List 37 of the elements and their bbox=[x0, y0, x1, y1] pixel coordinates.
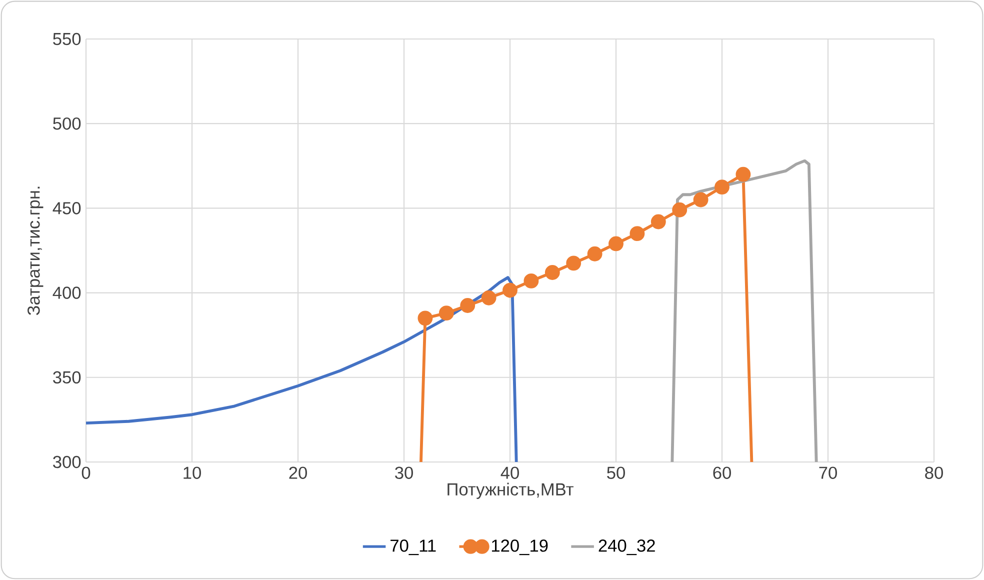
x-tick-label: 20 bbox=[289, 466, 307, 479]
point bbox=[544, 265, 560, 280]
x-tick-label: 80 bbox=[925, 466, 943, 479]
point bbox=[566, 256, 582, 271]
y-tick-label: 550 bbox=[53, 32, 81, 46]
legend-label: 70_11 bbox=[390, 540, 436, 556]
x-tick-label: 70 bbox=[819, 466, 837, 479]
y-tick-label: 300 bbox=[53, 456, 81, 468]
x-tick-label: 30 bbox=[395, 466, 413, 479]
y-tick-label: 400 bbox=[52, 286, 81, 299]
legend-label: 120_19 bbox=[492, 540, 548, 556]
x-tick-label: 40 bbox=[500, 466, 519, 479]
point bbox=[630, 226, 645, 242]
point bbox=[418, 310, 433, 326]
point bbox=[736, 166, 751, 182]
y-axis-title: Затрати,тис.грн. bbox=[28, 186, 44, 316]
point bbox=[502, 282, 518, 298]
y-tick-label: 500 bbox=[53, 117, 81, 130]
y-tick-label: 450 bbox=[52, 202, 81, 214]
x-tick-label: 50 bbox=[607, 466, 625, 479]
point bbox=[650, 214, 666, 230]
point bbox=[587, 246, 602, 262]
point bbox=[481, 290, 496, 306]
x-tick-label: 60 bbox=[713, 466, 731, 479]
legend-label: 240_32 bbox=[598, 540, 655, 556]
x-tick-label: 10 bbox=[184, 466, 201, 479]
point bbox=[693, 192, 708, 208]
y-tick-label: 350 bbox=[53, 371, 81, 384]
point bbox=[524, 273, 539, 288]
point bbox=[460, 298, 476, 313]
point bbox=[672, 202, 688, 218]
point bbox=[438, 306, 454, 321]
line-series bbox=[86, 276, 518, 462]
x-axis-title: Потужність,МВт bbox=[448, 482, 574, 499]
x-tick-label: 0 bbox=[82, 466, 90, 479]
point bbox=[714, 180, 730, 195]
point bbox=[608, 236, 624, 252]
